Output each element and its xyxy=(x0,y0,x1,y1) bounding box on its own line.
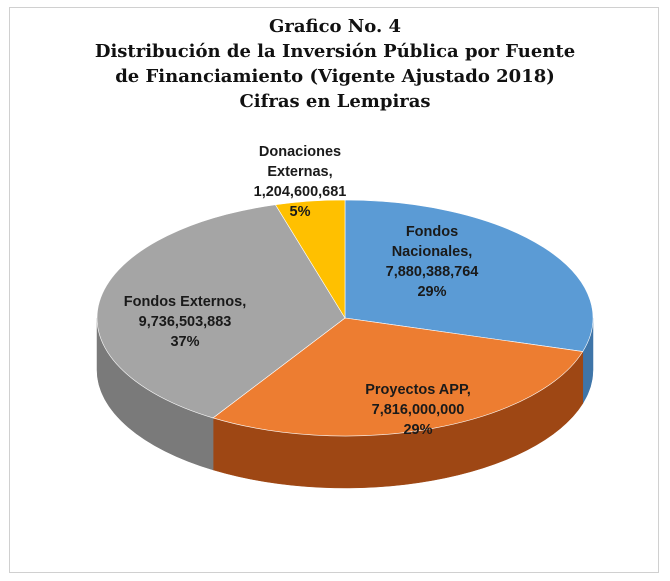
title-line: Cifras en Lempiras xyxy=(239,91,431,112)
label-percent: 5% xyxy=(289,204,311,220)
data-label: Fondos Nacionales, 7,880,388,764 29% xyxy=(377,222,487,302)
label-value: 1,204,600,681 xyxy=(253,184,347,200)
label-name: Donaciones Externas, xyxy=(258,144,342,180)
chart-frame xyxy=(9,7,659,573)
label-name: Fondos Nacionales, xyxy=(391,224,473,260)
pie-slice xyxy=(344,199,594,352)
pie-slice xyxy=(274,199,346,320)
label-percent: 37% xyxy=(170,334,200,350)
chart-title: Grafico No. 4 Distribución de la Inversi… xyxy=(85,14,585,114)
pie-slice xyxy=(212,317,584,437)
label-value: 7,880,388,764 xyxy=(385,264,479,280)
label-value: 9,736,503,883 xyxy=(138,314,232,330)
data-label: Fondos Externos, 9,736,503,883 37% xyxy=(100,292,270,352)
data-label: Donaciones Externas, 1,204,600,681 5% xyxy=(240,142,360,222)
label-value: 7,816,000,000 xyxy=(371,402,465,418)
title-line: Distribución de la Inversión Pública por… xyxy=(94,41,576,87)
pie-slice xyxy=(96,204,346,419)
label-percent: 29% xyxy=(417,284,447,300)
title-line: Grafico No. 4 xyxy=(268,16,402,37)
label-percent: 29% xyxy=(403,422,433,438)
data-label: Proyectos APP, 7,816,000,000 29% xyxy=(343,380,493,440)
label-name: Proyectos APP, xyxy=(365,382,471,398)
label-name: Fondos Externos, xyxy=(123,294,247,310)
